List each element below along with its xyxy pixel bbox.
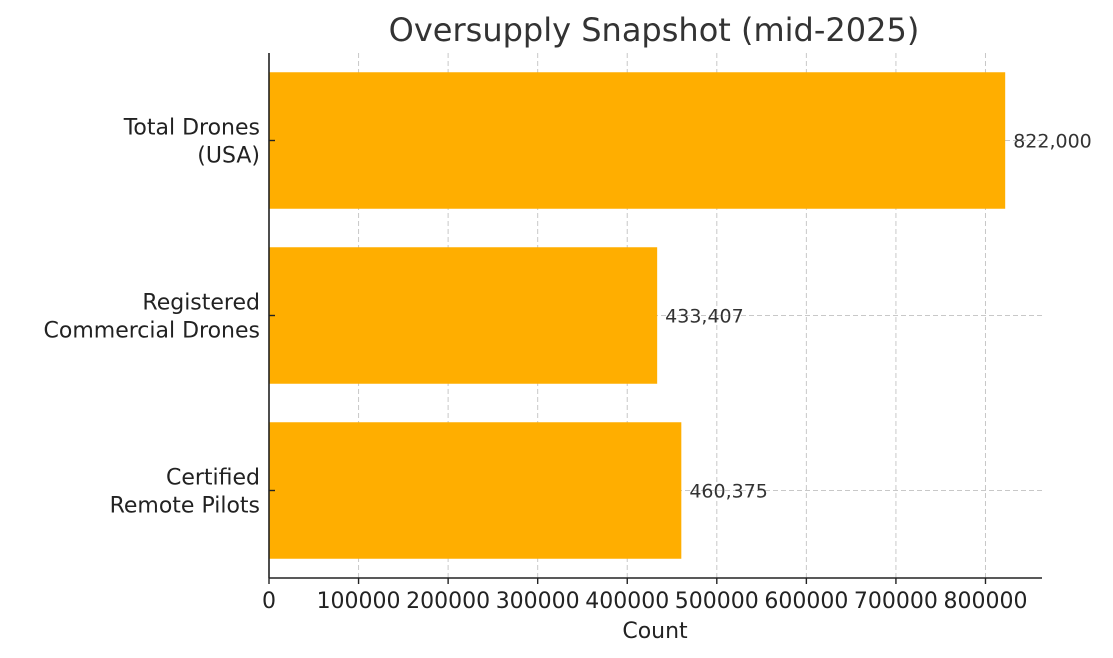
x-tick-label: 300000 — [496, 589, 580, 614]
x-tick-label: 200000 — [406, 589, 490, 614]
y-category-label: Total Drones (USA) — [123, 116, 260, 169]
x-tick-label: 400000 — [585, 589, 669, 614]
x-tick-label: 0 — [262, 589, 276, 614]
x-tick-label: 600000 — [764, 589, 848, 614]
bar — [269, 72, 1006, 209]
y-category-label: Registered Commercial Drones — [44, 291, 260, 344]
bars — [269, 72, 1006, 559]
x-tick-label: 500000 — [675, 589, 759, 614]
y-category-label: Certified Remote Pilots — [110, 466, 260, 519]
x-tick-label: 700000 — [854, 589, 938, 614]
bar-data-label: 460,375 — [689, 481, 768, 503]
chart-title: Oversupply Snapshot (mid-2025) — [389, 11, 920, 49]
y-category-label-line: Total Drones — [123, 116, 260, 141]
y-axis-category-labels: Total Drones (USA) Registered Commercial Dr… — [44, 116, 260, 519]
bar-data-label: 822,000 — [1013, 131, 1092, 153]
x-tick-label: 100000 — [317, 589, 401, 614]
y-category-label-line: Certified — [166, 466, 260, 491]
bar — [269, 247, 658, 384]
x-axis-ticks: 0 100000 200000 300000 400000 500000 600000 700… — [262, 578, 1027, 614]
y-category-label-line: Commercial Drones — [44, 319, 260, 344]
y-category-label-line: Registered — [142, 291, 260, 316]
y-category-label-line: Remote Pilots — [110, 494, 260, 519]
y-category-label-line: (USA) — [197, 144, 260, 169]
x-axis-label: Count — [622, 619, 688, 644]
bar-data-labels: 822,000 433,407 460,375 — [665, 131, 1092, 503]
bar — [269, 422, 682, 559]
axes — [268, 53, 1042, 579]
bar-data-label: 433,407 — [665, 306, 744, 328]
x-tick-label: 800000 — [943, 589, 1027, 614]
